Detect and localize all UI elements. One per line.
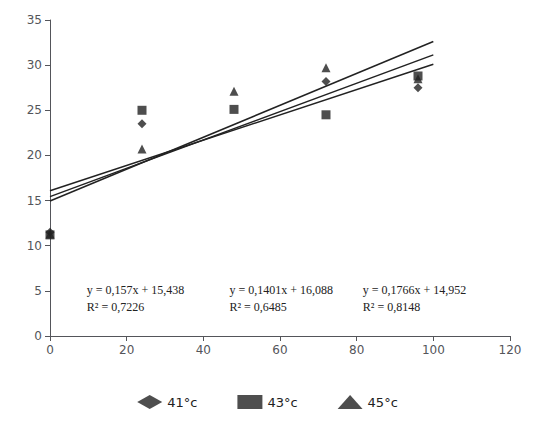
svg-text:35: 35 — [27, 13, 42, 27]
svg-text:20: 20 — [119, 343, 134, 357]
svg-text:R² = 0,8148: R² = 0,8148 — [363, 300, 420, 314]
svg-text:80: 80 — [349, 343, 364, 357]
svg-text:y = 0,1766x + 14,952: y = 0,1766x + 14,952 — [363, 283, 467, 297]
svg-text:43°c: 43°c — [267, 395, 297, 410]
svg-text:25: 25 — [27, 103, 42, 117]
svg-text:30: 30 — [27, 58, 42, 72]
svg-text:y = 0,1401x + 16,088: y = 0,1401x + 16,088 — [229, 283, 333, 297]
svg-text:0: 0 — [34, 329, 42, 343]
svg-text:10: 10 — [27, 239, 42, 253]
svg-text:41°c: 41°c — [167, 395, 197, 410]
svg-text:R² = 0,7226: R² = 0,7226 — [87, 300, 144, 314]
svg-text:120: 120 — [499, 343, 522, 357]
svg-text:40: 40 — [196, 343, 211, 357]
svg-text:5: 5 — [34, 284, 42, 298]
svg-text:100: 100 — [422, 343, 445, 357]
svg-text:60: 60 — [272, 343, 287, 357]
svg-text:45°c: 45°c — [368, 395, 398, 410]
svg-text:0: 0 — [46, 343, 54, 357]
svg-text:R² = 0,6485: R² = 0,6485 — [229, 300, 286, 314]
svg-text:y = 0,157x + 15,438: y = 0,157x + 15,438 — [87, 283, 185, 297]
svg-text:15: 15 — [27, 194, 42, 208]
svg-text:20: 20 — [27, 148, 42, 162]
